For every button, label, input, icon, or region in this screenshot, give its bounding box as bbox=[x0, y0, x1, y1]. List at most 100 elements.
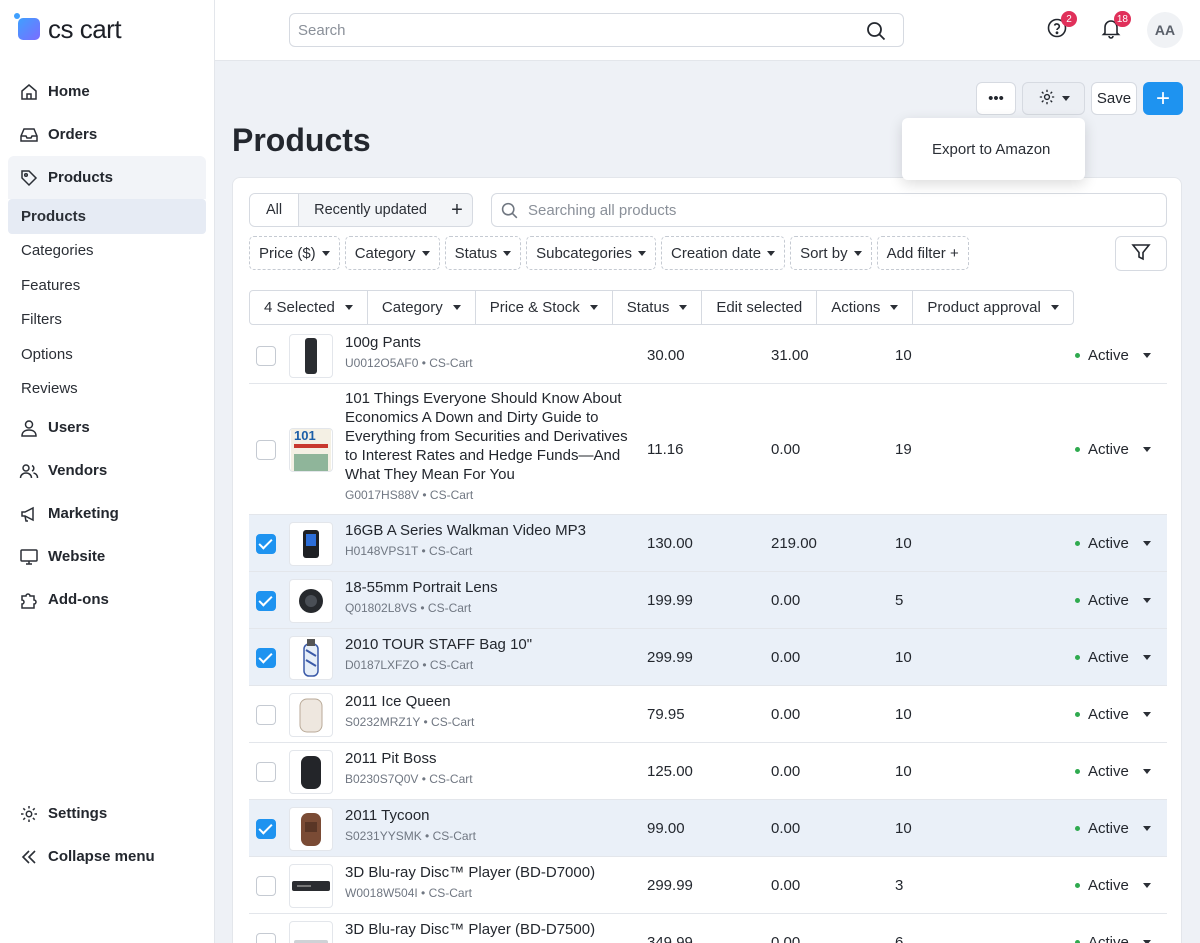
product-approval-dropdown[interactable]: Product approval bbox=[913, 291, 1072, 324]
product-price[interactable]: 30.00 bbox=[647, 346, 685, 364]
bulk-actions-dropdown[interactable]: Actions bbox=[817, 291, 914, 324]
product-price[interactable]: 199.99 bbox=[647, 591, 693, 609]
table-row[interactable]: 100g Pants U0012O5AF0 • CS-Cart 30.00 31.00… bbox=[249, 327, 1167, 384]
product-price[interactable]: 11.16 bbox=[647, 440, 684, 458]
product-thumbnail[interactable] bbox=[289, 635, 333, 680]
status-dropdown[interactable]: Active bbox=[1075, 535, 1151, 552]
sidebar-item-marketing[interactable]: Marketing bbox=[8, 492, 206, 535]
settings-dropdown-button[interactable] bbox=[1022, 82, 1085, 115]
product-list-price[interactable]: 0.00 bbox=[771, 705, 801, 723]
table-row[interactable]: 16GB A Series Walkman Video MP3 H0148VPS1… bbox=[249, 515, 1167, 572]
status-dropdown[interactable]: Active bbox=[1075, 934, 1151, 943]
product-list-price[interactable]: 0.00 bbox=[771, 591, 801, 609]
edit-selected-button[interactable]: Edit selected bbox=[702, 291, 818, 324]
row-checkbox[interactable] bbox=[256, 590, 276, 611]
sidebar-item-orders[interactable]: Orders bbox=[8, 113, 206, 156]
sidebar-item-vendors[interactable]: Vendors bbox=[8, 449, 206, 492]
product-price[interactable]: 299.99 bbox=[647, 876, 693, 894]
tab-all[interactable]: All bbox=[250, 194, 300, 226]
more-actions-button[interactable]: ••• bbox=[976, 82, 1016, 115]
product-list-price[interactable]: 0.00 bbox=[771, 762, 801, 780]
product-name[interactable]: 2011 Tycoon bbox=[345, 807, 430, 824]
save-button[interactable]: Save bbox=[1091, 82, 1137, 115]
logo[interactable]: cs cart bbox=[14, 12, 122, 46]
row-checkbox[interactable] bbox=[256, 439, 276, 460]
search-icon[interactable] bbox=[865, 20, 887, 46]
product-price[interactable]: 79.95 bbox=[647, 705, 685, 723]
product-quantity[interactable]: 19 bbox=[895, 440, 912, 458]
table-row[interactable]: 2010 TOUR STAFF Bag 10" D0187LXFZO • CS-C… bbox=[249, 629, 1167, 686]
collapse-menu-button[interactable]: Collapse menu bbox=[8, 835, 206, 878]
product-name[interactable]: 100g Pants bbox=[345, 334, 421, 351]
table-row[interactable]: 2011 Ice Queen S0232MRZ1Y • CS-Cart 79.95 0… bbox=[249, 686, 1167, 743]
filter-price[interactable]: Price ($) bbox=[249, 236, 340, 270]
product-name[interactable]: 2010 TOUR STAFF Bag 10" bbox=[345, 636, 533, 653]
product-price[interactable]: 349.99 bbox=[647, 933, 693, 943]
product-list-price[interactable]: 0.00 bbox=[771, 440, 801, 458]
filter-subcategories[interactable]: Subcategories bbox=[526, 236, 656, 270]
bulk-status-dropdown[interactable]: Status bbox=[613, 291, 703, 324]
product-price[interactable]: 99.00 bbox=[647, 819, 685, 837]
row-checkbox[interactable] bbox=[256, 932, 276, 943]
product-name[interactable]: 16GB A Series Walkman Video MP3 bbox=[345, 522, 586, 539]
row-checkbox[interactable] bbox=[256, 818, 276, 839]
row-checkbox[interactable] bbox=[256, 533, 276, 554]
product-quantity[interactable]: 6 bbox=[895, 933, 904, 943]
product-list-price[interactable]: 0.00 bbox=[771, 648, 801, 666]
table-row[interactable]: 2011 Tycoon S0231YYSMK • CS-Cart 99.00 0.00… bbox=[249, 800, 1167, 857]
status-dropdown[interactable]: Active bbox=[1075, 763, 1151, 780]
product-search-input[interactable]: Searching all products bbox=[491, 193, 1167, 227]
status-dropdown[interactable]: Active bbox=[1075, 877, 1151, 894]
tab-recently-updated[interactable]: Recently updated bbox=[314, 202, 427, 218]
status-dropdown[interactable]: Active bbox=[1075, 649, 1151, 666]
product-quantity[interactable]: 10 bbox=[895, 705, 912, 723]
filter-sort-by[interactable]: Sort by bbox=[790, 236, 872, 270]
filter-category[interactable]: Category bbox=[344, 236, 440, 270]
add-tab-button[interactable]: + bbox=[451, 198, 463, 221]
sidebar-item-settings[interactable]: Settings bbox=[8, 792, 206, 835]
help-button[interactable]: 2 bbox=[1039, 11, 1077, 48]
product-name[interactable]: 3D Blu-ray Disc™ Player (BD-D7000) bbox=[345, 864, 596, 881]
product-thumbnail[interactable] bbox=[289, 692, 333, 737]
product-thumbnail[interactable] bbox=[289, 578, 333, 623]
product-price[interactable]: 299.99 bbox=[647, 648, 693, 666]
global-search-input[interactable]: Search bbox=[289, 13, 904, 47]
product-thumbnail[interactable] bbox=[289, 333, 333, 378]
filter-toggle-button[interactable] bbox=[1115, 236, 1167, 271]
sidebar-subitem-features[interactable]: Features bbox=[21, 276, 81, 294]
sidebar-item-products[interactable]: Products bbox=[8, 156, 206, 199]
product-name[interactable]: 2011 Pit Boss bbox=[345, 750, 437, 767]
table-row[interactable]: 18-55mm Portrait Lens Q01802L8VS • CS-Car… bbox=[249, 572, 1167, 629]
product-list-price[interactable]: 219.00 bbox=[771, 534, 817, 552]
add-filter-button[interactable]: Add filter + bbox=[876, 236, 969, 270]
status-dropdown[interactable]: Active bbox=[1075, 706, 1151, 723]
status-dropdown[interactable]: Active bbox=[1075, 820, 1151, 837]
table-row[interactable]: 101 101 Things Everyone Should Know About… bbox=[249, 384, 1167, 515]
bulk-category-dropdown[interactable]: Category bbox=[368, 291, 476, 324]
table-row[interactable]: 3D Blu-ray Disc™ Player (BD-D7500) 349.99… bbox=[249, 914, 1167, 943]
product-quantity[interactable]: 10 bbox=[895, 346, 912, 364]
sidebar-subitem-reviews[interactable]: Reviews bbox=[21, 380, 78, 398]
product-thumbnail[interactable] bbox=[289, 806, 333, 851]
product-quantity[interactable]: 10 bbox=[895, 819, 912, 837]
product-quantity[interactable]: 3 bbox=[895, 876, 904, 894]
sidebar-subitem-options[interactable]: Options bbox=[21, 345, 73, 363]
add-product-button[interactable]: + bbox=[1143, 82, 1183, 115]
sidebar-item-website[interactable]: Website bbox=[8, 535, 206, 578]
status-dropdown[interactable]: Active bbox=[1075, 592, 1151, 609]
product-list-price[interactable]: 0.00 bbox=[771, 933, 801, 943]
sidebar-subitem-filters[interactable]: Filters bbox=[21, 311, 62, 329]
product-thumbnail[interactable] bbox=[289, 521, 333, 566]
product-list-price[interactable]: 0.00 bbox=[771, 819, 801, 837]
filter-status[interactable]: Status bbox=[444, 236, 522, 270]
sidebar-subitem-products[interactable]: Products bbox=[8, 199, 206, 234]
row-checkbox[interactable] bbox=[256, 704, 276, 725]
product-thumbnail[interactable] bbox=[289, 920, 333, 943]
product-quantity[interactable]: 10 bbox=[895, 762, 912, 780]
status-dropdown[interactable]: Active bbox=[1075, 347, 1151, 364]
product-name[interactable]: 18-55mm Portrait Lens bbox=[345, 579, 498, 596]
filter-creation-date[interactable]: Creation date bbox=[661, 236, 786, 270]
product-list-price[interactable]: 31.00 bbox=[771, 346, 809, 364]
product-name[interactable]: 3D Blu-ray Disc™ Player (BD-D7500) bbox=[345, 921, 596, 938]
bulk-selected-dropdown[interactable]: 4 Selected bbox=[250, 291, 368, 324]
